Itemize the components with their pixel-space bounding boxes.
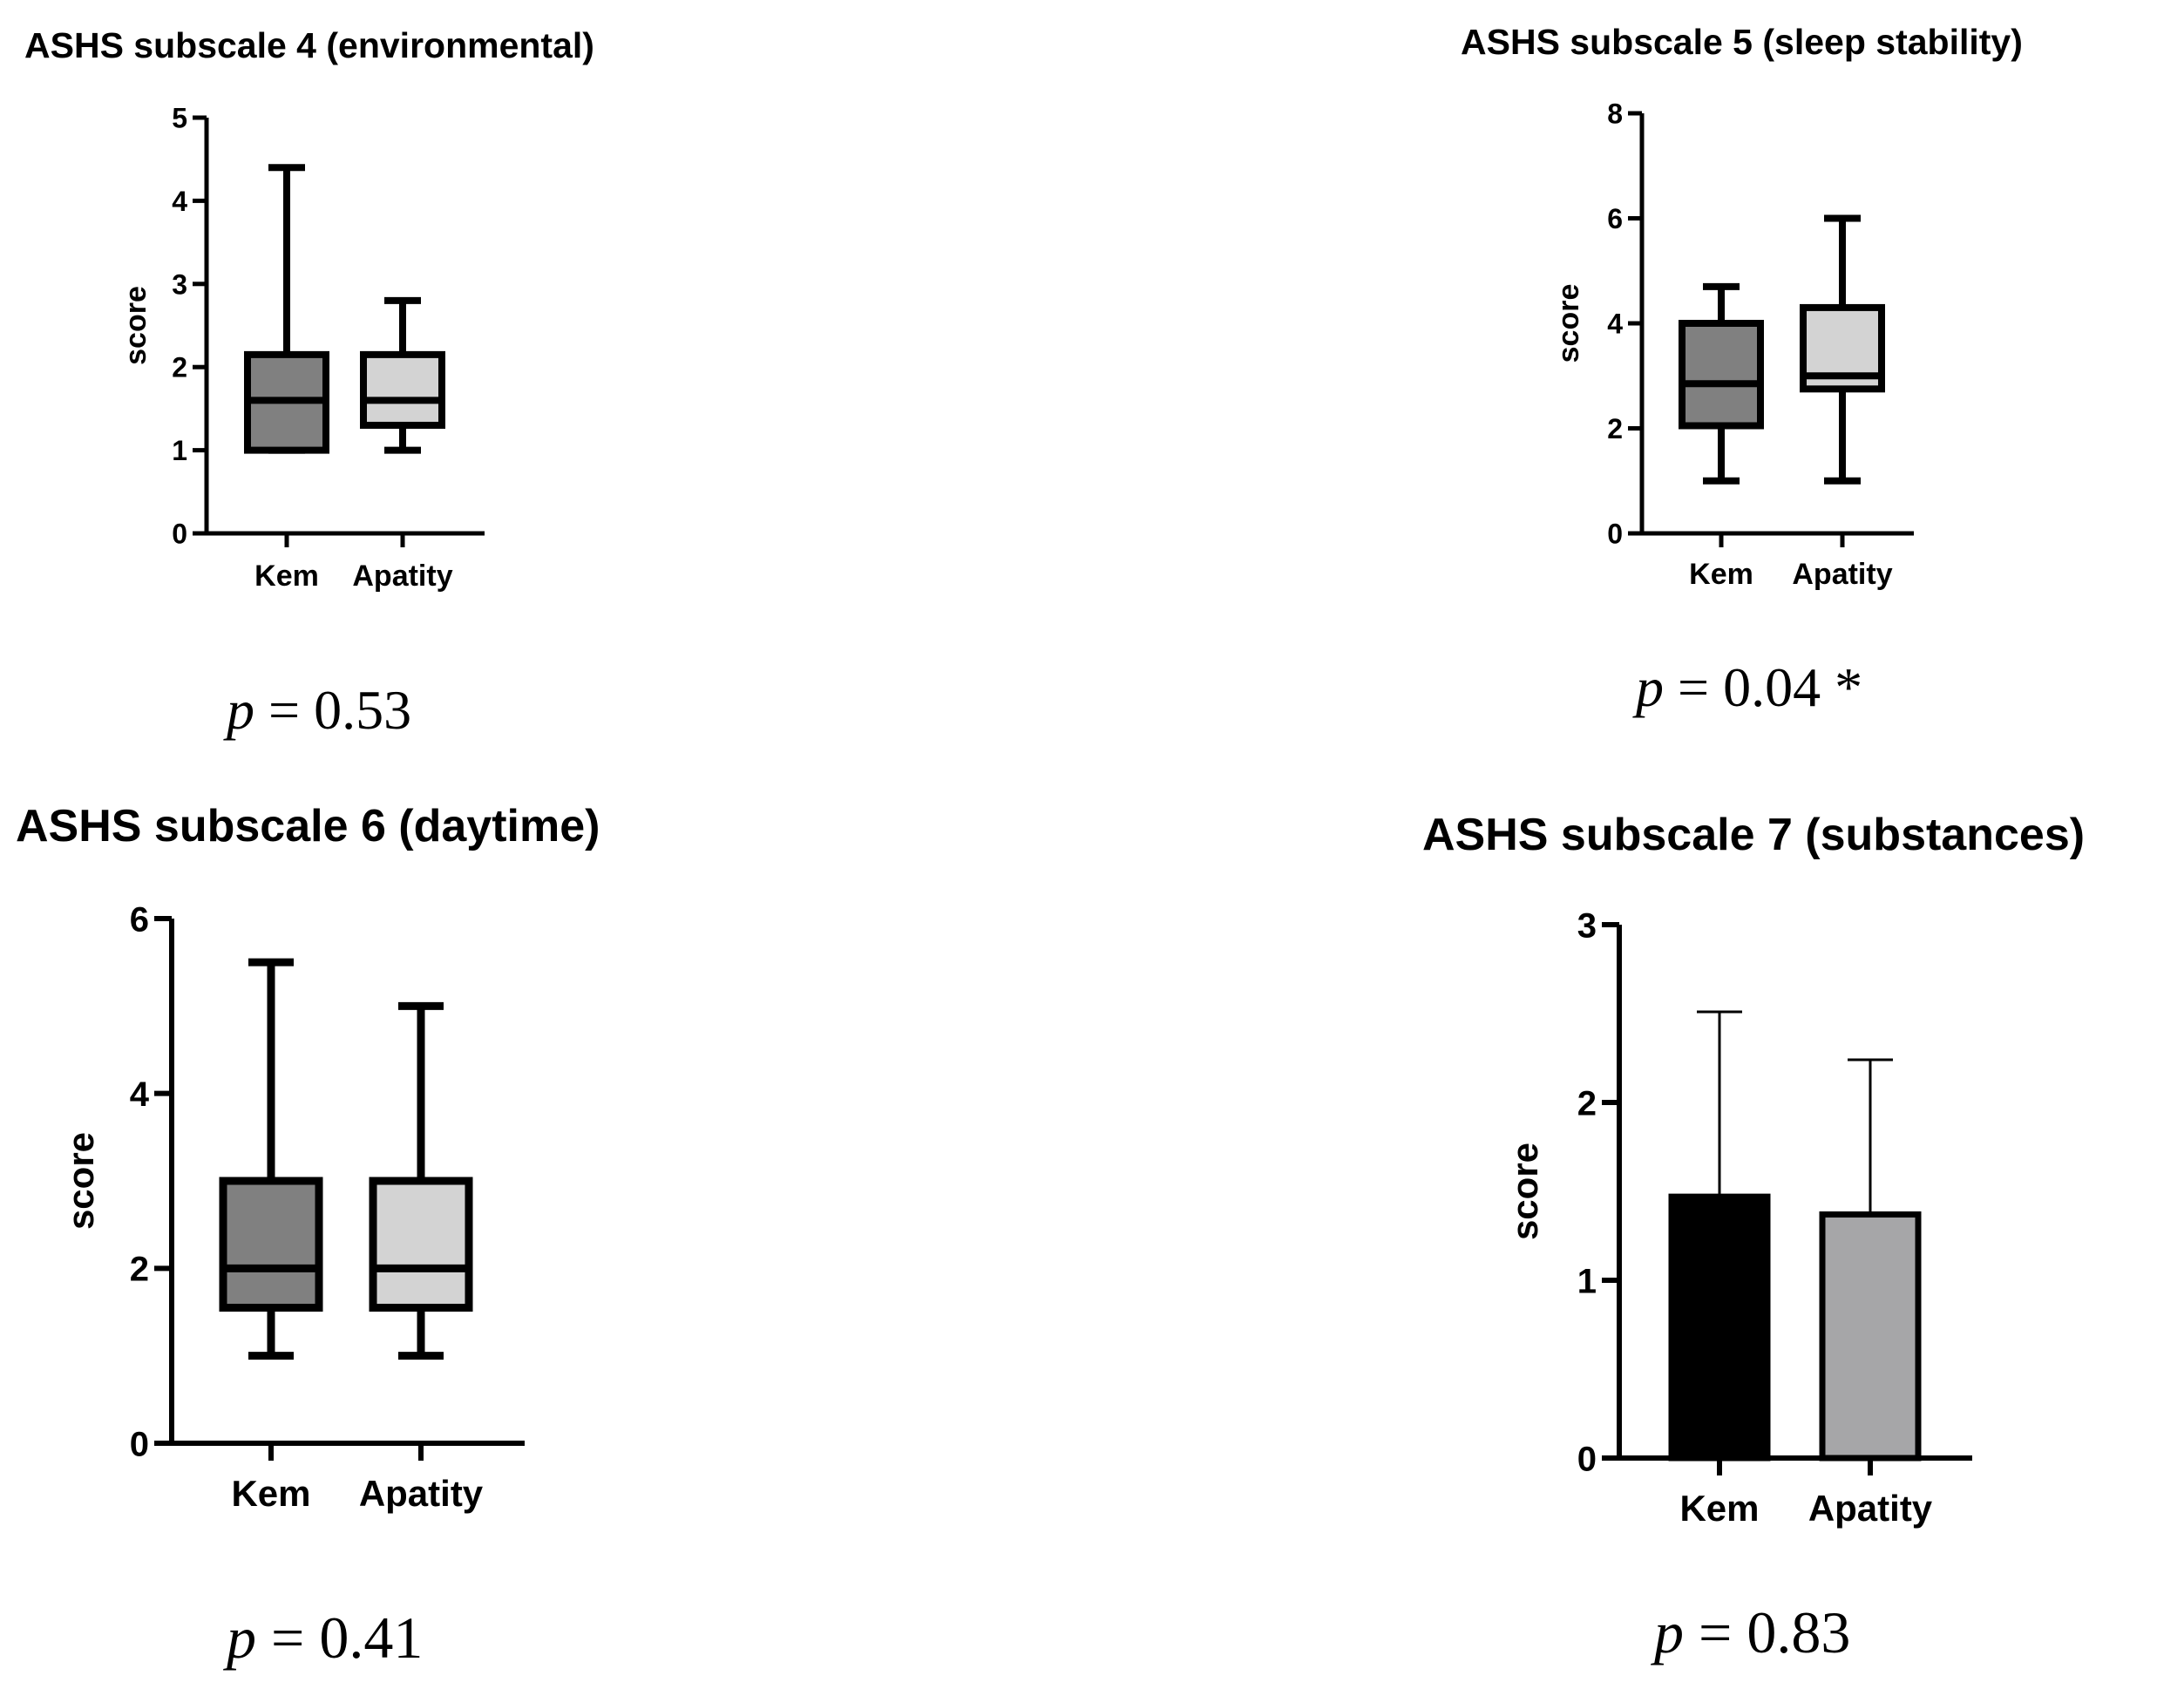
p-value: = 0.41 — [256, 1604, 423, 1671]
y-tick-label: 8 — [1607, 98, 1623, 130]
p-value-label: p = 0.41 — [223, 1604, 423, 1671]
p-symbol: p — [1651, 1599, 1684, 1665]
x-tick-label: Kem — [1679, 1488, 1759, 1529]
chart-title: ASHS subscale 6 (daytime) — [16, 801, 600, 851]
y-tick-label: 3 — [1577, 906, 1597, 945]
y-tick-label: 5 — [172, 103, 187, 134]
y-tick-label: 1 — [1577, 1262, 1597, 1300]
y-tick-label: 2 — [172, 352, 187, 383]
box-kem — [244, 164, 329, 454]
x-tick-label: Kem — [231, 1473, 310, 1514]
box-iqr — [369, 1177, 473, 1312]
y-tick-label: 4 — [172, 186, 187, 217]
box-iqr — [1679, 320, 1764, 430]
bar-rect — [1668, 1193, 1771, 1462]
x-tick-label: Apatity — [1792, 558, 1892, 591]
p-value-label: p = 0.04 * — [1632, 656, 1862, 718]
bar-apatity — [1819, 1058, 1922, 1462]
y-tick-label: 2 — [1577, 1084, 1597, 1123]
bar-kem — [1668, 1010, 1771, 1462]
y-axis-label: score — [119, 286, 153, 365]
y-tick-label: 4 — [130, 1075, 150, 1114]
y-tick-label: 4 — [1607, 309, 1623, 340]
chart-title: ASHS subscale 7 (substances) — [1422, 810, 2085, 860]
y-tick-label: 0 — [172, 519, 187, 550]
box-apatity — [360, 296, 445, 454]
y-axis-label: score — [1552, 284, 1585, 363]
y-tick-label: 0 — [1577, 1440, 1597, 1478]
box-kem — [1679, 282, 1764, 485]
y-tick-label: 2 — [130, 1251, 149, 1289]
chart-title: ASHS subscale 4 (environmental) — [24, 25, 594, 65]
y-axis-label: score — [60, 1132, 101, 1230]
box-iqr — [360, 350, 445, 429]
p-value: = 0.04 * — [1664, 656, 1862, 718]
p-value: = 0.83 — [1684, 1599, 1850, 1665]
chart-panel-3: ASHS subscale 6 (daytime) 0 2 4 6 score Kem Apa… — [16, 801, 600, 1671]
box-apatity — [369, 1001, 473, 1360]
box-kem — [219, 958, 323, 1360]
p-value-label: p = 0.53 — [223, 679, 411, 741]
x-tick-label: Apatity — [359, 1473, 484, 1514]
chart-panel-1: ASHS subscale 4 (environmental) 0 1 2 3 4 5 sco… — [24, 25, 594, 741]
p-value-label: p = 0.83 — [1651, 1599, 1850, 1665]
x-tick-label: Kem — [1689, 558, 1753, 591]
y-tick-label: 3 — [172, 268, 187, 300]
x-tick-label: Apatity — [352, 560, 452, 593]
y-tick-label: 6 — [130, 900, 149, 939]
y-axis-label: score — [1504, 1143, 1545, 1240]
bar-rect — [1819, 1211, 1922, 1462]
y-tick-label: 2 — [1607, 413, 1623, 444]
y-tick-label: 6 — [1607, 203, 1623, 234]
y-tick-label: 0 — [1607, 519, 1623, 550]
x-tick-label: Apatity — [1808, 1488, 1933, 1529]
chart-panel-2: ASHS subscale 5 (sleep stability) 0 2 4 6 8 sc… — [1461, 22, 2023, 718]
y-tick-label: 1 — [172, 435, 187, 466]
p-symbol: p — [223, 679, 254, 741]
box-apatity — [1800, 214, 1885, 485]
p-symbol: p — [223, 1604, 256, 1671]
chart-panel-4: ASHS subscale 7 (substances) 0 1 2 3 score Kem… — [1422, 810, 2085, 1665]
y-tick-label: 0 — [130, 1425, 149, 1463]
box-iqr — [219, 1177, 323, 1312]
p-symbol: p — [1632, 656, 1664, 718]
chart-title: ASHS subscale 5 (sleep stability) — [1461, 22, 2023, 62]
p-value: = 0.53 — [254, 679, 411, 741]
x-tick-label: Kem — [254, 560, 319, 593]
